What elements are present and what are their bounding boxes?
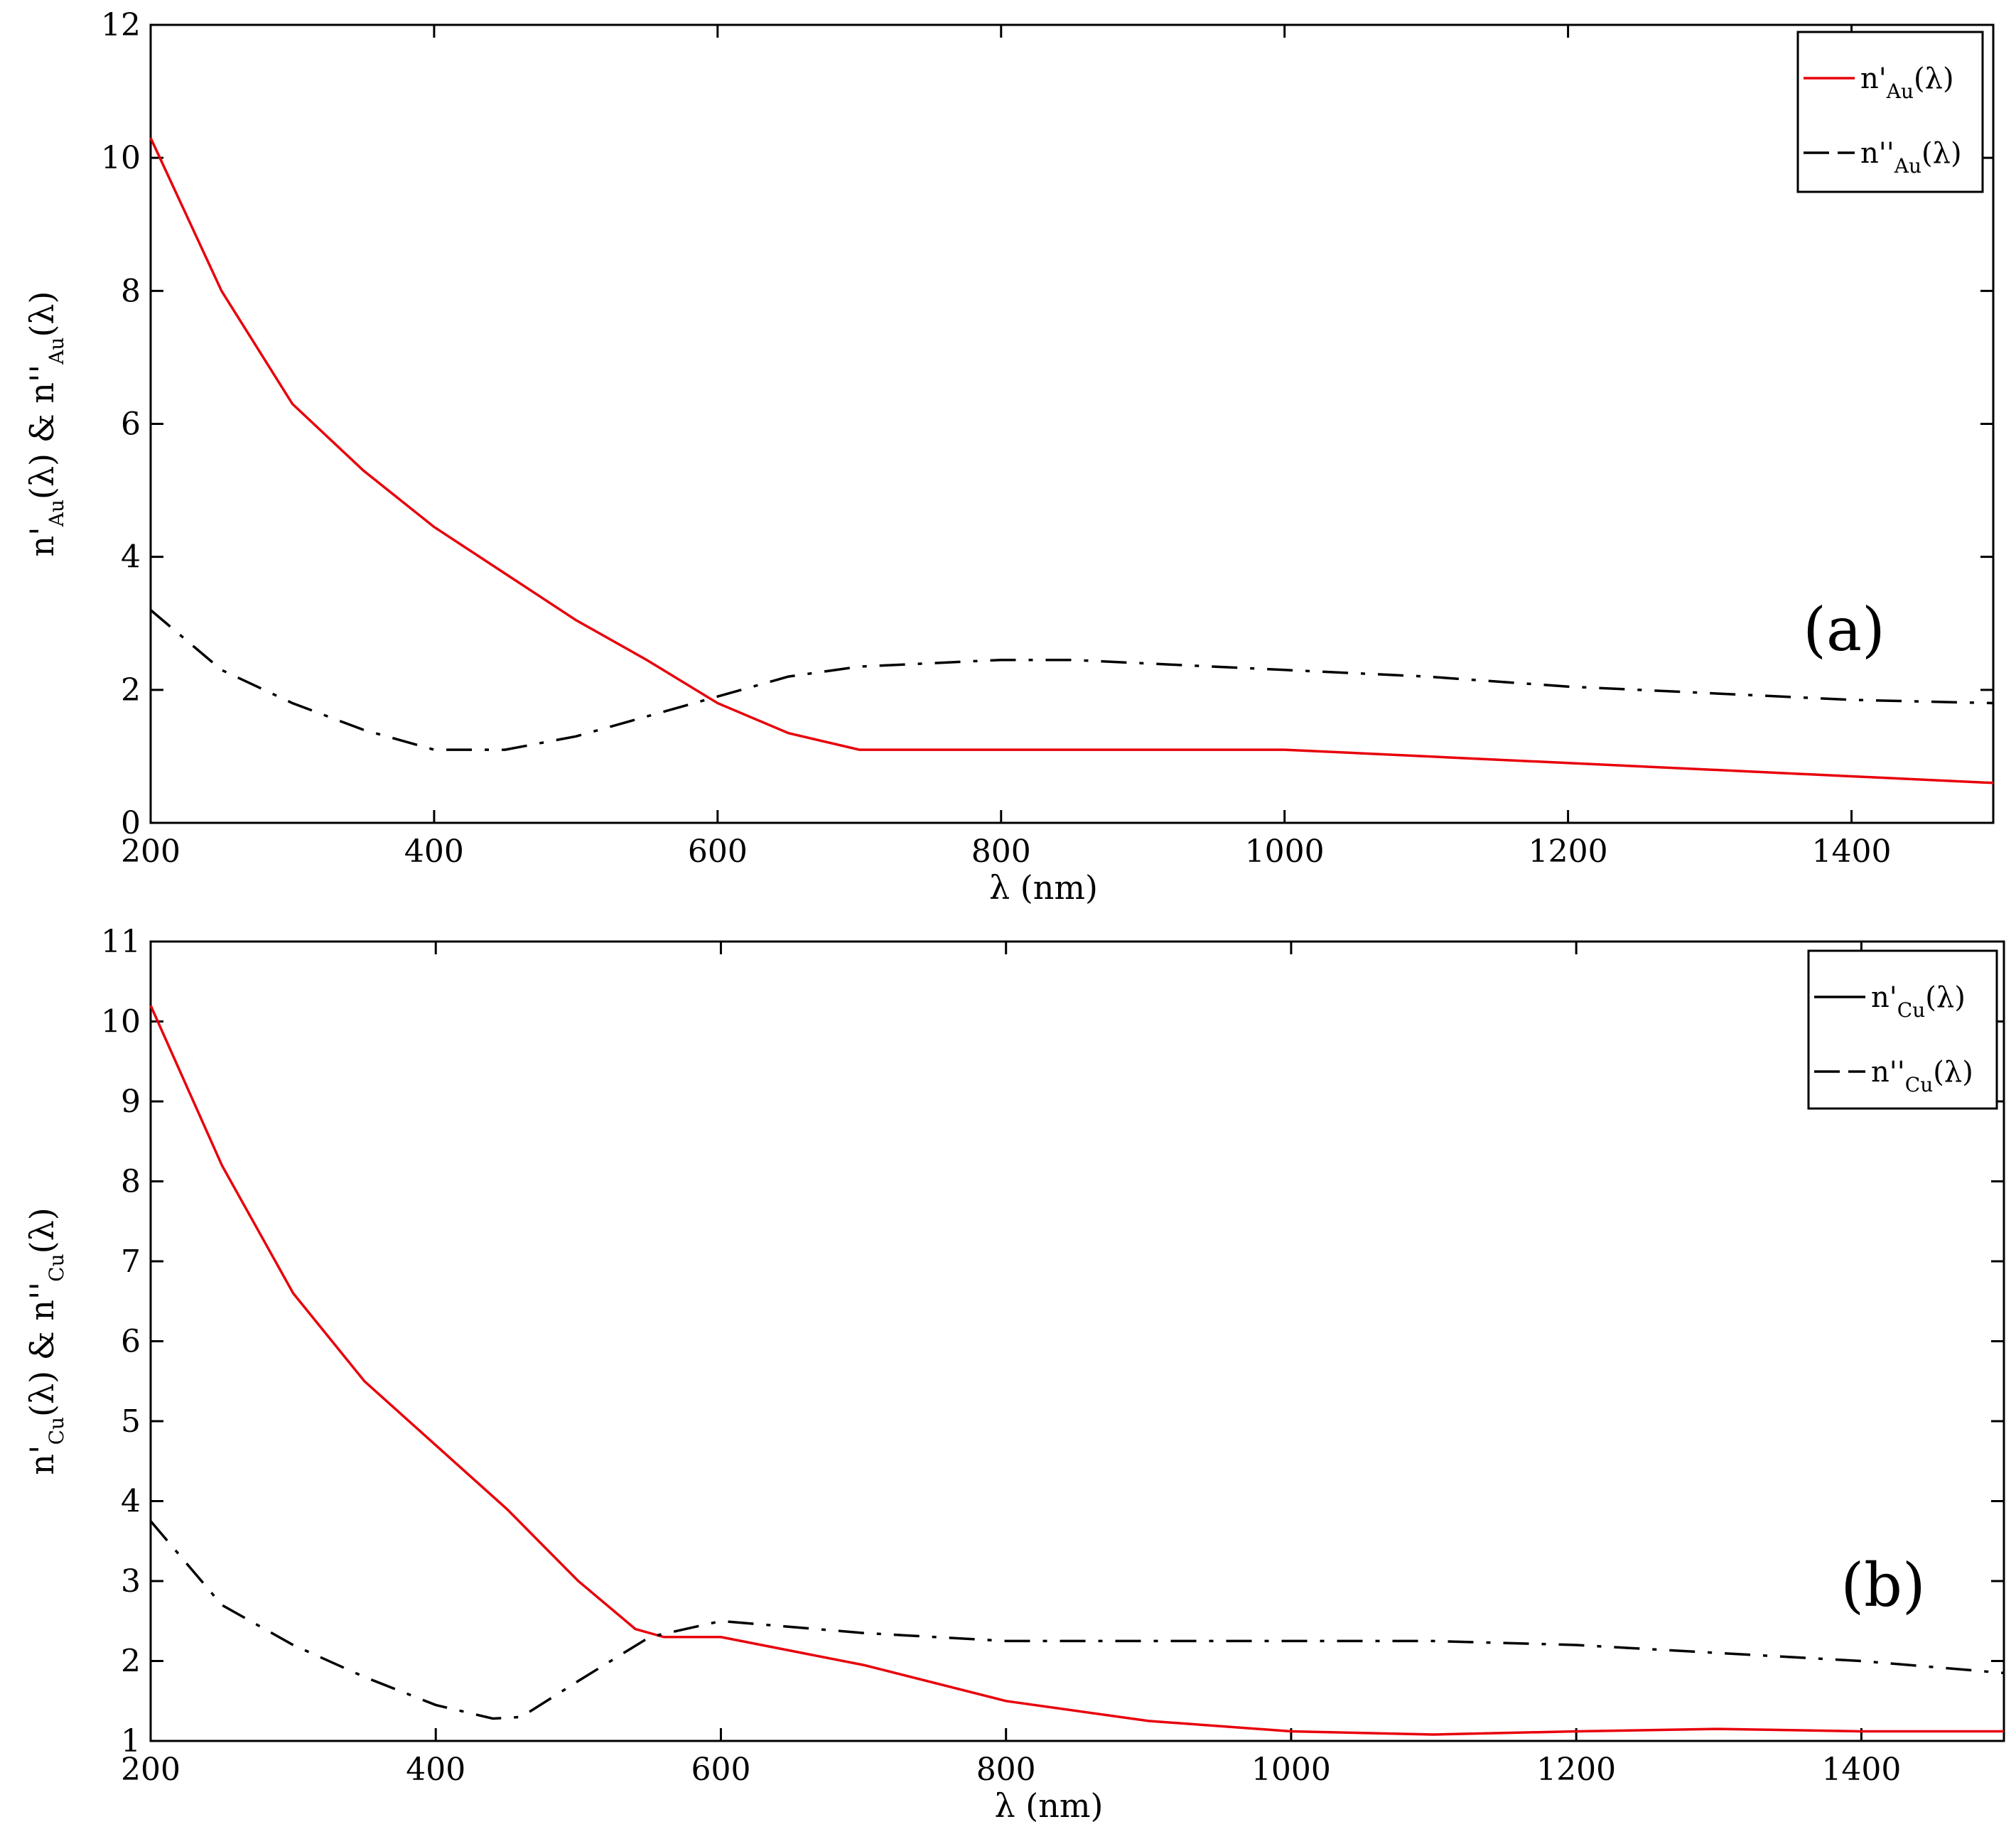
y-tick-label: 10 bbox=[101, 140, 141, 176]
panel-label: (b) bbox=[1840, 1551, 1925, 1620]
y-tick-label: 12 bbox=[101, 7, 141, 43]
y-tick-label: 0 bbox=[121, 805, 141, 841]
y-tick-label: 10 bbox=[101, 1004, 141, 1040]
legend-box bbox=[1796, 31, 1984, 193]
legend-box bbox=[1807, 949, 1998, 1110]
series-line-imag bbox=[149, 1520, 2005, 1720]
legend-label: n'Cu(λ) bbox=[1871, 981, 1966, 1022]
y-tick-label: 1 bbox=[121, 1723, 141, 1759]
y-tick-label: 6 bbox=[121, 406, 141, 443]
x-tick-label: 400 bbox=[406, 1752, 465, 1788]
series-line-real bbox=[149, 1005, 2004, 1736]
legend: n'Cu(λ) n''Cu(λ) bbox=[1807, 949, 1998, 1110]
y-tick-label: 9 bbox=[121, 1084, 141, 1120]
chart-panel-b: 200 400 600 800 1000 1200 1400 1 2 3 4 5 6 7 8 9 10 11 λ (… bbox=[23, 924, 2005, 1825]
x-tick-label: 400 bbox=[404, 834, 464, 870]
y-tick-label: 4 bbox=[121, 539, 141, 576]
y-tick-label: 8 bbox=[121, 273, 141, 309]
x-tick-label: 200 bbox=[121, 1752, 180, 1788]
legend: n'Au(λ) n''Au(λ) bbox=[1796, 31, 1984, 193]
x-tick-label: 600 bbox=[691, 1752, 750, 1788]
y-tick-label: 2 bbox=[121, 1644, 141, 1680]
panel-label: (a) bbox=[1803, 595, 1885, 664]
legend-label: n''Au(λ) bbox=[1860, 137, 1962, 178]
y-tick-label: 11 bbox=[101, 924, 141, 960]
y-tick-label: 3 bbox=[121, 1563, 141, 1600]
x-tick-label: 600 bbox=[688, 834, 748, 870]
x-tick-label: 200 bbox=[121, 834, 180, 870]
y-tick-label: 5 bbox=[121, 1403, 141, 1440]
y-axis-title: n'Au(λ) & n''Au(λ) bbox=[23, 291, 68, 556]
x-tick-label: 800 bbox=[971, 834, 1031, 870]
chart-panel-a: 200 400 600 800 1000 1200 1400 0 2 4 6 8 10 12 λ (nm) n… bbox=[23, 7, 1995, 907]
x-tick-label: 800 bbox=[976, 1752, 1036, 1788]
y-tick-label: 7 bbox=[121, 1244, 141, 1280]
y-tick-label: 8 bbox=[121, 1164, 141, 1200]
y-axis-title: n'Cu(λ) & n''Cu(λ) bbox=[23, 1207, 68, 1474]
legend-label: n'Au(λ) bbox=[1860, 63, 1954, 103]
y-tick-label: 2 bbox=[121, 672, 141, 708]
x-axis-title: λ (nm) bbox=[989, 868, 1098, 907]
x-tick-label: 1200 bbox=[1536, 1752, 1616, 1788]
legend-label: n''Cu(λ) bbox=[1871, 1056, 1973, 1096]
x-tick-label: 1000 bbox=[1245, 834, 1325, 870]
x-tick-label: 1400 bbox=[1812, 834, 1892, 870]
x-tick-label: 1000 bbox=[1251, 1752, 1331, 1788]
x-axis-title: λ (nm) bbox=[995, 1786, 1104, 1825]
x-tick-label: 1200 bbox=[1529, 834, 1608, 870]
y-tick-label: 6 bbox=[121, 1324, 141, 1360]
series-line-real bbox=[149, 137, 1994, 784]
x-tick-label: 1400 bbox=[1821, 1752, 1901, 1788]
y-tick-label: 4 bbox=[121, 1484, 141, 1520]
